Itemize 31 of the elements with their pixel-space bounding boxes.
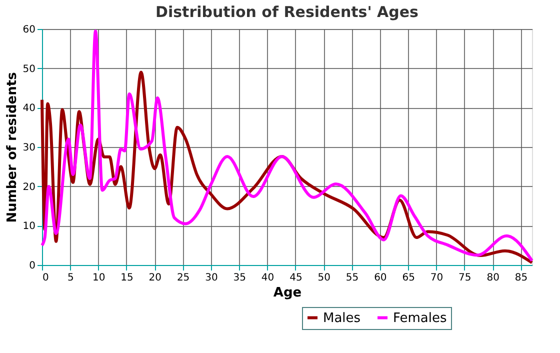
y-tick-label: 60	[22, 24, 36, 36]
chart-title: Distribution of Residents' Ages	[156, 3, 419, 21]
x-axis-title: Age	[273, 286, 302, 300]
line-series	[40, 29, 534, 262]
x-tick-label: 5	[67, 272, 74, 284]
x-tick-label: 20	[148, 272, 162, 284]
y-tick-label: 30	[22, 142, 36, 154]
legend-label: Females	[393, 310, 448, 326]
y-tick-label: 50	[22, 64, 36, 75]
y-tick-label: 20	[22, 182, 36, 193]
y-tick-label: 40	[22, 103, 36, 114]
x-tick-label: 35	[233, 272, 246, 284]
x-tick-label: 80	[486, 272, 500, 284]
x-tick-label: 65	[402, 272, 415, 284]
y-axis-title: Number of residents	[4, 72, 20, 223]
y-tick-label: 10	[22, 221, 36, 232]
x-tick-label: 25	[176, 272, 190, 284]
x-tick-label: 50	[318, 272, 330, 284]
x-tick-label: 30	[205, 272, 218, 284]
x-tick-label: 10	[92, 272, 106, 284]
x-tick-label: 70	[430, 272, 444, 284]
x-tick-label: 0	[42, 272, 49, 284]
x-tick-label: 40	[261, 272, 274, 284]
legend-label: Males	[323, 310, 361, 326]
x-tick-label: 45	[290, 272, 302, 284]
x-tick-label: 60	[374, 272, 387, 284]
x-tick-label: 75	[458, 272, 472, 284]
x-tick-label: 85	[514, 272, 528, 284]
x-tick-label: 15	[120, 272, 134, 284]
x-tick-label: 55	[346, 272, 359, 284]
y-tick-label: 0	[29, 260, 36, 272]
